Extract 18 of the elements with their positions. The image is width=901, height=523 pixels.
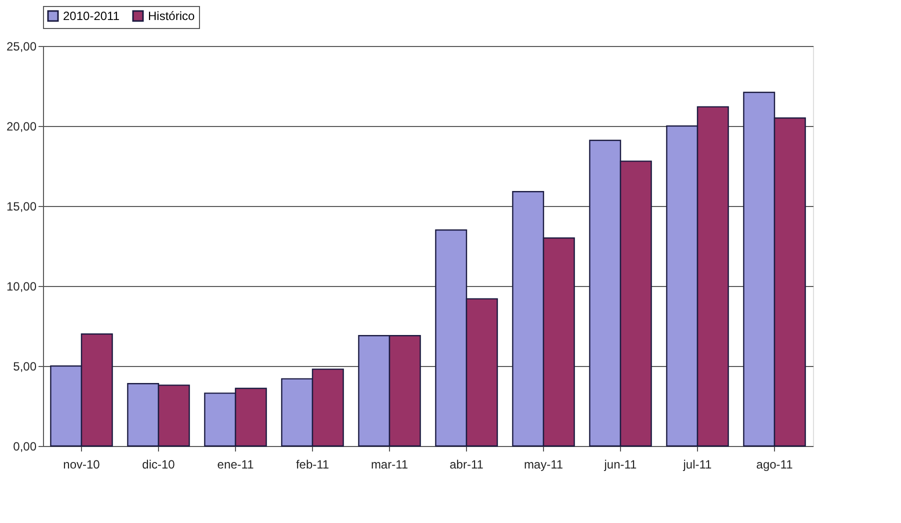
y-tick-label: 0,00 <box>13 440 37 454</box>
x-tick-label: mar-11 <box>370 458 408 472</box>
x-tick-label: dic-10 <box>142 458 176 472</box>
y-tick-label: 20,00 <box>6 120 37 134</box>
x-tick-label: feb-11 <box>296 458 330 472</box>
x-tick-label: jul-11 <box>682 458 712 472</box>
x-tick-label: abr-11 <box>450 458 484 472</box>
y-tick-label: 15,00 <box>6 200 37 214</box>
legend-label: Histórico <box>148 9 195 23</box>
x-tick-label: ene-11 <box>217 458 254 472</box>
x-tick-label: nov-10 <box>63 458 100 472</box>
y-tick-label: 25,00 <box>6 40 37 54</box>
x-tick-label: may-11 <box>524 458 564 472</box>
legend-label: 2010-2011 <box>63 9 120 23</box>
x-tick-label: ago-11 <box>756 458 794 472</box>
y-tick-label: 5,00 <box>13 360 37 374</box>
y-tick-label: 10,00 <box>6 280 37 294</box>
x-tick-label: jun-11 <box>603 458 638 472</box>
